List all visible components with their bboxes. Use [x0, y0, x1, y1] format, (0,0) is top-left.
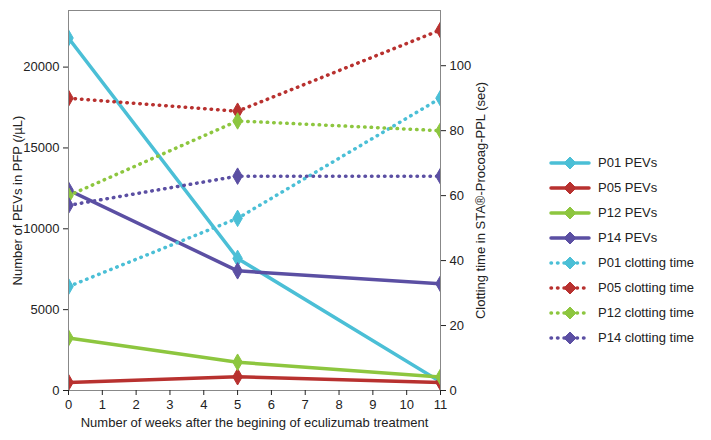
svg-text:0: 0: [52, 383, 59, 398]
svg-text:0: 0: [65, 397, 72, 412]
svg-text:5: 5: [234, 397, 241, 412]
svg-text:Clotting time in STA®-Procoag-: Clotting time in STA®-Procoag-PPL (sec): [473, 82, 488, 319]
svg-text:11: 11: [434, 397, 448, 412]
html-text:P14 PEVs: P14 PEVs: [598, 230, 658, 245]
svg-text:Number of PEVs in PFP (/µL): Number of PEVs in PFP (/µL): [10, 116, 25, 286]
svg-text:60: 60: [450, 188, 464, 203]
svg-text:20000: 20000: [23, 59, 59, 74]
svg-text:80: 80: [450, 123, 464, 138]
svg-text:0: 0: [450, 383, 457, 398]
svg-text:5000: 5000: [31, 302, 60, 317]
svg-text:2: 2: [133, 397, 140, 412]
html-text:P05 PEVs: P05 PEVs: [598, 180, 658, 195]
svg-text:4: 4: [200, 397, 207, 412]
svg-text:10000: 10000: [23, 221, 59, 236]
svg-text:100: 100: [450, 58, 472, 73]
svg-text:6: 6: [268, 397, 275, 412]
svg-text:3: 3: [166, 397, 173, 412]
html-text:P01 PEVs: P01 PEVs: [598, 155, 658, 170]
svg-text:9: 9: [369, 397, 376, 412]
html-text:P14 clotting time: P14 clotting time: [598, 330, 695, 345]
html-text:P12 clotting time: P12 clotting time: [598, 305, 695, 320]
html-text:P12 PEVs: P12 PEVs: [598, 205, 658, 220]
svg-text:15000: 15000: [23, 140, 59, 155]
svg-text:10: 10: [399, 397, 413, 412]
svg-text:Number of weeks after the begi: Number of weeks after the begining of ec…: [81, 415, 429, 430]
svg-text:1: 1: [99, 397, 106, 412]
svg-text:8: 8: [335, 397, 342, 412]
svg-text:7: 7: [302, 397, 309, 412]
svg-text:20: 20: [450, 318, 464, 333]
svg-text:40: 40: [450, 253, 464, 268]
html-text:P01 clotting time: P01 clotting time: [598, 255, 695, 270]
html-text:P05 clotting time: P05 clotting time: [598, 280, 695, 295]
